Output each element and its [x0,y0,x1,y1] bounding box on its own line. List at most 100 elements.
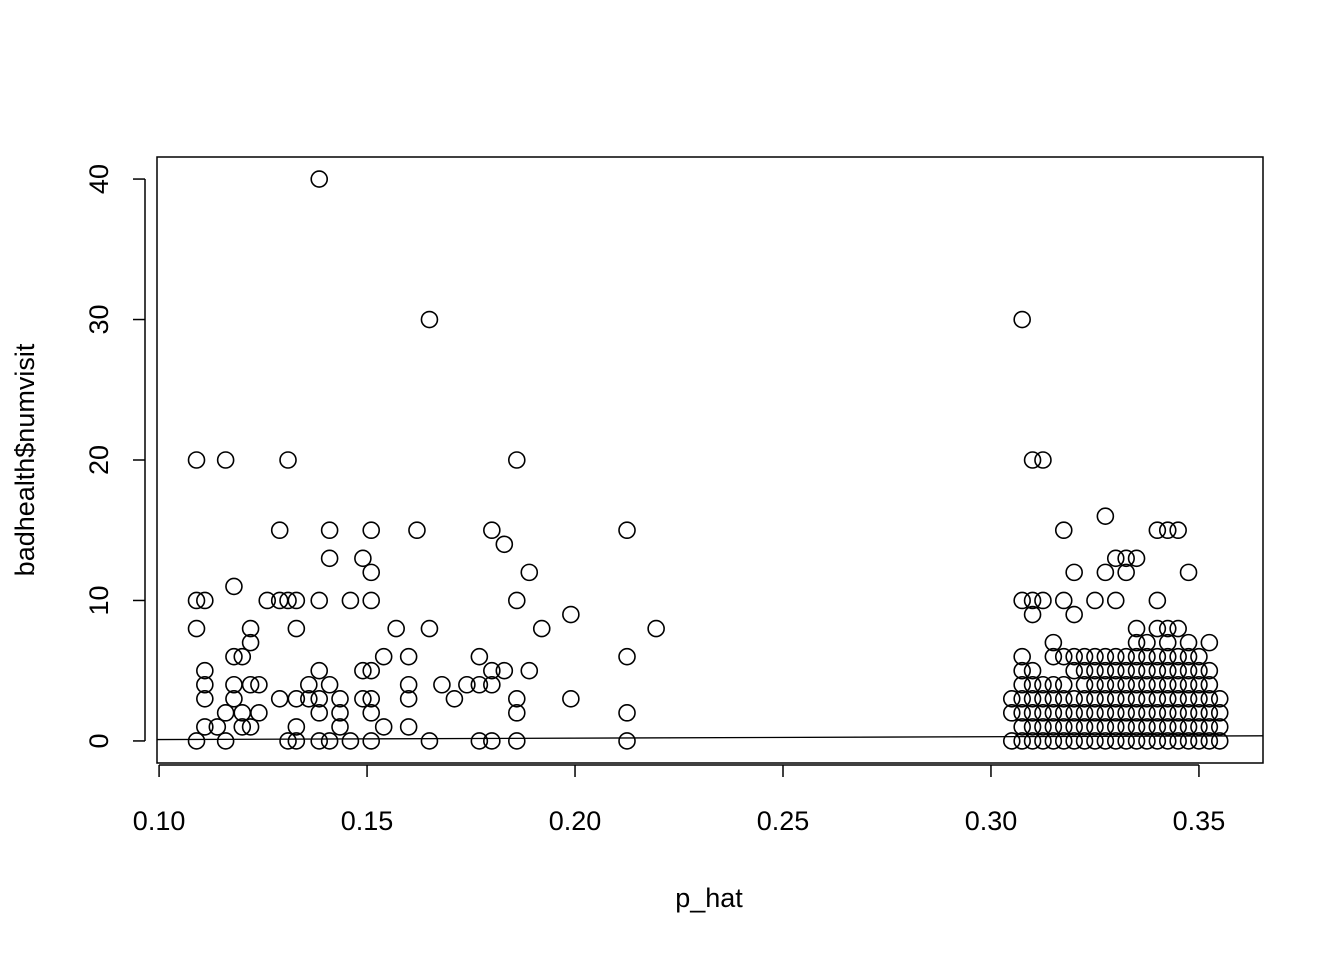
point [241,619,260,638]
point [362,521,381,540]
point [196,591,214,610]
point [287,690,306,708]
point [187,732,206,750]
point [1075,732,1094,750]
point [495,661,514,680]
point [1034,732,1052,750]
point [287,591,306,610]
point [1065,718,1083,736]
point [1034,675,1052,694]
point [1169,704,1187,722]
point [387,619,405,638]
point [1106,675,1125,694]
point [1023,591,1042,610]
point [1013,690,1031,708]
point [1075,661,1094,680]
point [433,675,451,694]
point [1023,675,1042,694]
point [279,732,297,750]
point [233,718,252,736]
point [1023,732,1042,750]
plot-area [157,170,1263,750]
point [399,647,418,666]
point [1106,704,1125,722]
point [258,591,277,610]
point [1013,591,1031,610]
point [647,619,665,638]
point [1054,732,1073,750]
point [1210,718,1229,736]
point [1106,732,1125,750]
point [1096,647,1115,666]
point [420,310,439,329]
point [1117,661,1135,680]
point [507,732,526,750]
point [362,732,381,750]
point [1117,675,1135,694]
point [1086,661,1104,680]
point [241,675,260,694]
point [196,690,214,708]
point [287,718,306,736]
point [1013,675,1031,694]
point [1179,647,1198,666]
point [374,647,393,666]
point [1210,690,1229,708]
point [507,591,526,610]
point [1075,718,1094,736]
point [1065,563,1083,582]
point [470,647,489,666]
point [562,605,580,624]
point [310,591,329,610]
point [1127,661,1146,680]
point [196,661,214,680]
point [1169,521,1187,540]
point [1138,661,1156,680]
point [1169,675,1187,694]
point [1117,563,1135,582]
point [507,451,526,469]
point [354,661,372,680]
x-axis-label: p_hat [675,883,743,913]
point [1086,591,1104,610]
point [1158,675,1177,694]
point [196,675,214,694]
y-tick-label: 20 [84,445,114,475]
point [1117,647,1135,666]
point [1065,704,1083,722]
point [1023,718,1042,736]
point [1065,661,1083,680]
point [520,661,539,680]
point [1200,704,1219,722]
point [1054,647,1073,666]
point [408,521,426,540]
point [1013,732,1031,750]
point [1117,718,1135,736]
point [310,690,329,708]
plot-frame [156,156,1264,764]
point [1023,451,1042,469]
point [399,690,418,708]
point [399,675,418,694]
point [1169,718,1187,736]
point [1179,732,1198,750]
point [483,675,501,694]
point [1169,619,1187,638]
point [1127,732,1146,750]
point [1200,661,1219,680]
point [1148,619,1167,638]
x-tick-label: 0.25 [757,806,810,836]
point [362,563,381,582]
point [187,451,206,469]
point [1127,619,1146,638]
point [1054,690,1073,708]
point [1148,647,1167,666]
point [270,521,289,540]
point [1013,647,1031,666]
point [1138,675,1156,694]
point [341,591,360,610]
point [1127,690,1146,708]
x-tick-label: 0.30 [965,806,1018,836]
point [520,563,539,582]
point [1169,690,1187,708]
